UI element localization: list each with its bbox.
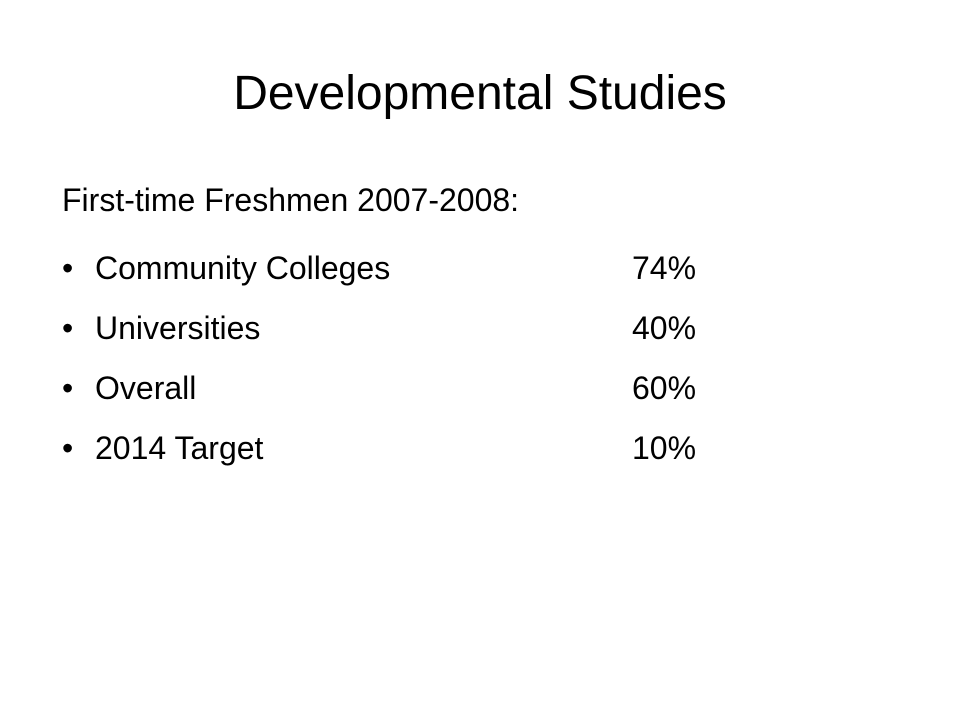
slide-title: Developmental Studies <box>233 67 727 120</box>
item-value: 60% <box>632 370 697 406</box>
slide-subtitle: First-time Freshmen 2007-2008: <box>62 182 520 218</box>
item-value: 10% <box>632 430 697 466</box>
bullet-mark: • <box>62 370 74 406</box>
bullet-mark: • <box>62 430 74 466</box>
bullet-mark: • <box>62 310 74 346</box>
item-label: 2014 Target <box>95 430 264 466</box>
item-label: Overall <box>95 370 197 406</box>
bullet-item: • 2014 Target 10% <box>62 428 862 468</box>
bullet-item: • Universities 40% <box>62 308 862 348</box>
item-label: Universities <box>95 310 261 346</box>
item-value: 40% <box>632 310 697 346</box>
item-value: 74% <box>632 250 697 286</box>
bullet-mark: • <box>62 250 74 286</box>
bullet-item: • Overall 60% <box>62 368 862 408</box>
bullet-item: • Community Colleges 74% <box>62 248 862 288</box>
item-label: Community Colleges <box>95 250 391 286</box>
